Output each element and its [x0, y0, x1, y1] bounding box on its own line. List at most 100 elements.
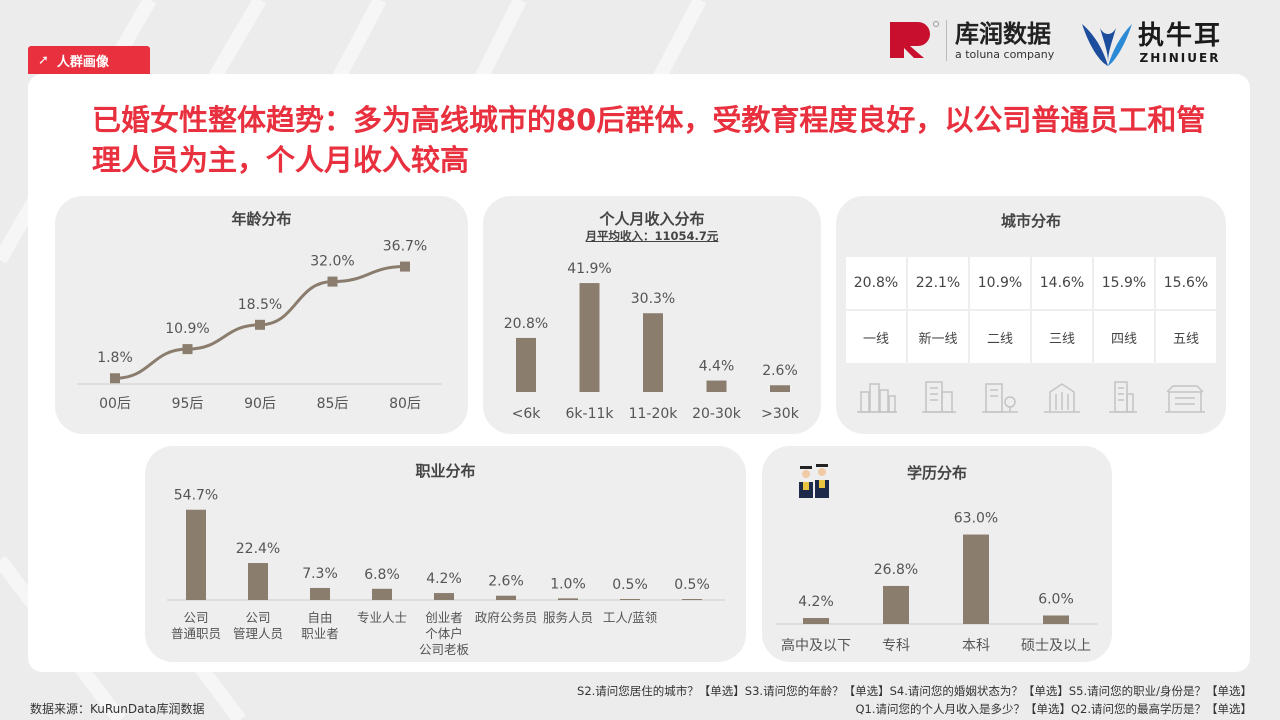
occupation-tick-label: 政府公务员	[475, 610, 538, 625]
office-tower-icon	[922, 381, 957, 413]
city-tier-cell: 五线	[1156, 311, 1216, 363]
graduates-icon	[799, 464, 829, 498]
occupation-tick-label: 管理人员	[233, 626, 283, 641]
zhiniuer-logo-name: 执牛耳	[1138, 21, 1223, 51]
occupation-tick-label: 普通职员	[171, 626, 221, 641]
city-tier-cell: 三线	[1032, 311, 1092, 363]
age-tick-label: 80后	[389, 396, 421, 412]
occupation-tick-label: 个体户	[425, 626, 463, 641]
occupation-data-label: 4.2%	[426, 571, 462, 587]
age-data-label: 32.0%	[310, 254, 354, 270]
occupation-bar	[496, 595, 516, 600]
income-data-label: 20.8%	[504, 316, 548, 332]
occupation-data-label: 2.6%	[488, 574, 524, 590]
city-value-cell: 15.6%	[1156, 257, 1216, 309]
education-data-label: 26.8%	[874, 562, 918, 578]
occupation-bar	[248, 563, 268, 600]
occupation-bar	[310, 587, 330, 600]
education-bar	[1043, 615, 1069, 624]
survey-note-line: S2.请问您居住的城市？【单选】S3.请问您的年龄？【单选】S4.请问您的婚姻状…	[577, 684, 1252, 698]
occupation-tick-label: 专业人士	[357, 610, 407, 625]
occupation-tick-label: 职业者	[301, 626, 339, 641]
occupation-tick-label: 公司老板	[419, 642, 470, 657]
age-data-label: 1.8%	[97, 350, 133, 366]
age-data-label: 10.9%	[165, 321, 209, 337]
education-tick-label: 专科	[882, 638, 910, 654]
survey-notes: S2.请问您居住的城市？【单选】S3.请问您的年龄？【单选】S4.请问您的婚姻状…	[577, 682, 1252, 718]
city-value-cell: 15.9%	[1094, 257, 1154, 309]
income-chart-subtitle: 月平均收入：11054.7元	[585, 229, 719, 243]
income-tick-label: <6k	[512, 406, 542, 422]
age-panel: 年龄分布	[55, 196, 468, 434]
data-source: 数据来源：KuRunData库润数据	[30, 702, 205, 716]
building-tree-icon	[982, 383, 1019, 413]
age-tick-label: 95后	[172, 396, 204, 412]
income-tick-label: 6k-11k	[566, 406, 615, 422]
kurun-logo-mark	[890, 21, 939, 58]
education-data-label: 63.0%	[954, 511, 998, 527]
occupation-tick-label: 自由	[307, 610, 332, 625]
age-tick-label: 90后	[244, 396, 276, 412]
kurun-logo-name: 库润数据	[955, 19, 1051, 48]
income-bar-chart: 20.8% <6k 41.9% 6k-11k 30.3% 11-20k 4.4% 20-30k…	[504, 261, 800, 422]
income-bar	[770, 385, 790, 392]
income-data-label: 41.9%	[567, 261, 611, 277]
city-chart-title: 城市分布	[1000, 212, 1061, 230]
income-chart-title: 个人月收入分布	[599, 210, 705, 228]
age-tick-label: 85后	[317, 396, 349, 412]
education-bar	[883, 585, 909, 624]
occupation-bar	[186, 509, 206, 600]
education-tick-label: 本科	[962, 638, 990, 654]
occupation-data-label: 0.5%	[612, 577, 648, 593]
income-bar	[516, 337, 536, 392]
occupation-data-label: 54.7%	[174, 488, 218, 504]
occupation-bar-chart: 54.7% 22.4% 7.3% 6.8% 4.2% 2.6% 1.0% 0.5% 0.5% 公司…	[167, 488, 725, 657]
education-tick-label: 高中及以下	[781, 637, 851, 654]
city-value-cell: 20.8%	[846, 257, 906, 309]
dome-building-icon	[1043, 383, 1080, 413]
income-bar	[579, 283, 600, 392]
age-point	[182, 344, 193, 355]
occupation-tick-label: 服务人员	[543, 610, 593, 625]
arrow-up-right-icon: ➚	[38, 52, 49, 68]
city-tier-cell: 二线	[970, 311, 1030, 363]
age-point	[400, 261, 410, 272]
occupation-tick-label: 公司	[183, 610, 208, 625]
city-tier-cell: 四线	[1094, 311, 1154, 363]
city-value-cell: 10.9%	[970, 257, 1030, 309]
city-value-cell: 14.6%	[1032, 257, 1092, 309]
age-line-chart: 1.8% 00后 10.9% 95后 18.5% 90后 32.0% 85后 36.7% 80后	[77, 239, 442, 412]
occupation-bar	[558, 598, 578, 600]
city-tier-cell: 一线	[846, 311, 906, 363]
occupation-panel: 职业分布	[145, 446, 746, 662]
city-icons-row	[846, 378, 1216, 418]
income-data-label: 4.4%	[699, 359, 735, 375]
income-data-label: 30.3%	[631, 291, 675, 307]
occupation-tick-label: 公司	[245, 610, 270, 625]
age-data-label: 18.5%	[238, 297, 282, 313]
occupation-data-label: 0.5%	[674, 577, 710, 593]
occupation-chart-title: 职业分布	[415, 462, 476, 480]
city-value-cell: 22.1%	[908, 257, 968, 309]
age-data-label: 36.7%	[383, 239, 427, 255]
occupation-data-label: 22.4%	[236, 541, 280, 557]
skyline-icon	[856, 383, 897, 413]
education-bar	[963, 534, 989, 624]
age-chart-title: 年龄分布	[231, 210, 292, 228]
occupation-bar	[372, 588, 392, 600]
income-tick-label: 20-30k	[692, 406, 742, 422]
kurun-logo: 库润数据 a toluna company	[888, 18, 1054, 62]
income-bar	[706, 380, 727, 392]
income-tick-label: 11-20k	[629, 406, 679, 422]
occupation-data-label: 7.3%	[302, 566, 338, 582]
occupation-bar	[434, 593, 454, 600]
zhiniuer-logo: 执牛耳 ZHINIUER	[1078, 18, 1222, 68]
page-headline: 已婚女性整体趋势：多为高线城市的80后群体，受教育程度良好，以公司普通员工和管理…	[92, 103, 1206, 177]
survey-note-line: Q1.请问您的个人月收入是多少？【单选】Q2.请问您的最高学历是？【单选】	[855, 702, 1252, 716]
apartment-icon	[1109, 381, 1138, 413]
education-bar	[803, 618, 829, 624]
age-point	[327, 276, 338, 287]
education-chart-title: 学历分布	[906, 464, 967, 482]
education-tick-label: 硕士及以上	[1021, 638, 1091, 654]
section-tag: ➚ 人群画像	[28, 46, 150, 74]
